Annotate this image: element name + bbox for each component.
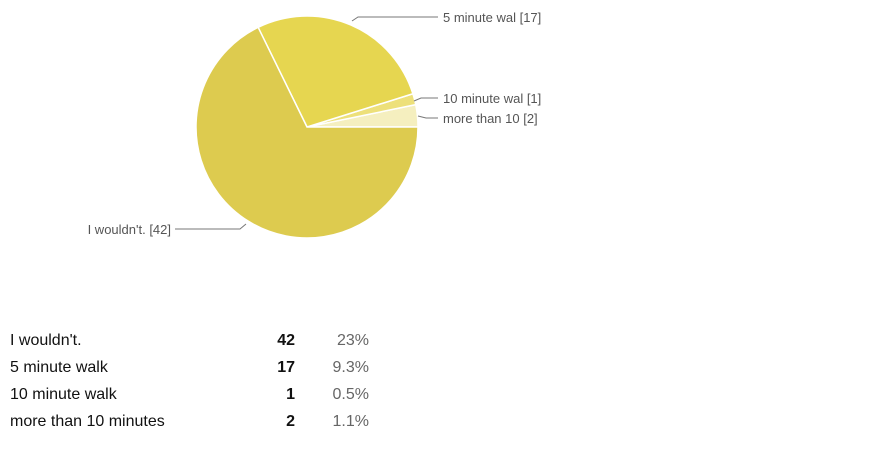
table-row: I wouldn't. 42 23% [10,327,369,354]
row-percent: 9.3% [332,358,369,376]
row-count: 2 [286,412,295,430]
row-percent: 1.1% [332,412,369,430]
summary-table: I wouldn't. 42 23% 5 minute walk 17 9.3%… [10,327,369,435]
table-row: 10 minute walk 1 0.5% [10,381,369,408]
row-count: 42 [277,331,295,349]
row-count: 17 [277,358,295,376]
callout-line-more-than-10 [417,115,438,119]
pie-slice-5-minute-walk [257,15,414,128]
row-label: 10 minute walk [10,385,117,403]
table-row: more than 10 minutes 2 1.1% [10,408,369,435]
callout-line-10-minute [413,97,438,102]
row-label: I wouldn't. [10,331,82,349]
pie-callouts: I wouldn't. [42] 5 minute wal [17] 10 mi… [88,10,542,237]
callout-line-i-wouldnt [175,223,247,230]
row-count: 1 [286,385,295,403]
table-row: 5 minute walk 17 9.3% [10,354,369,381]
callout-label-5-minute: 5 minute wal [17] [443,10,541,25]
row-percent: 0.5% [332,385,369,403]
callout-line-5-minute [351,16,438,22]
row-label: 5 minute walk [10,358,108,376]
callout-label-more-than-10: more than 10 [2] [443,111,538,126]
pie-slices [195,15,419,239]
pie-slice-i-wouldn-t [195,26,419,239]
pie-chart: I wouldn't. [42] 5 minute wal [17] 10 mi… [88,10,542,239]
row-label: more than 10 minutes [10,412,165,430]
callout-label-i-wouldnt: I wouldn't. [42] [88,222,171,237]
row-percent: 23% [336,331,369,349]
callout-label-10-minute: 10 minute wal [1] [443,91,541,106]
